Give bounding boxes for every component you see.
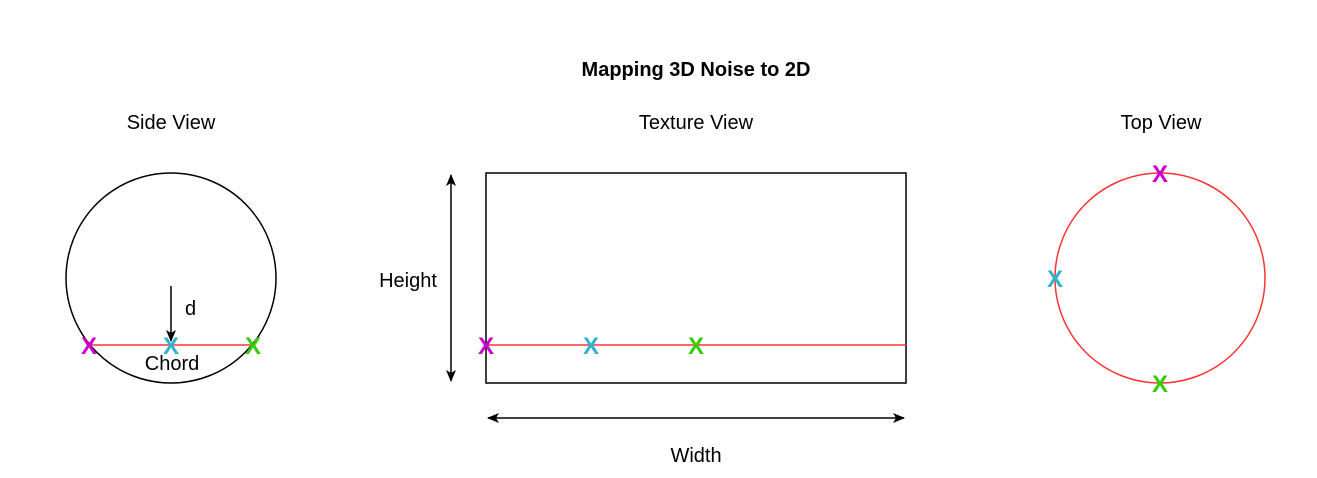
- top-view-marker-magenta: X: [1152, 161, 1168, 188]
- chord-label: Chord: [145, 353, 199, 375]
- top-view-circle: [1054, 172, 1266, 384]
- top-view-panel: Top View X X X: [1047, 112, 1266, 398]
- side-view-circle: [65, 172, 277, 384]
- depth-label: d: [185, 298, 196, 320]
- diagram-title: Mapping 3D Noise to 2D: [582, 59, 811, 81]
- texture-marker-green: X: [688, 333, 704, 360]
- texture-view-heading: Texture View: [639, 112, 754, 134]
- top-view-marker-green: X: [1152, 371, 1168, 398]
- side-view-marker-green: X: [245, 333, 261, 360]
- side-view-panel: Side View d Chord X X X: [65, 112, 277, 384]
- side-view-marker-magenta: X: [81, 333, 97, 360]
- texture-view-panel: Texture View Height Width X X X: [379, 112, 907, 467]
- height-label: Height: [379, 270, 437, 292]
- texture-marker-magenta: X: [478, 333, 494, 360]
- top-view-marker-cyan: X: [1047, 266, 1063, 293]
- side-view-heading: Side View: [127, 112, 216, 134]
- side-view-marker-cyan: X: [163, 333, 179, 360]
- top-view-heading: Top View: [1121, 112, 1202, 134]
- texture-rectangle: [485, 172, 907, 384]
- texture-marker-cyan: X: [583, 333, 599, 360]
- width-label: Width: [670, 445, 721, 467]
